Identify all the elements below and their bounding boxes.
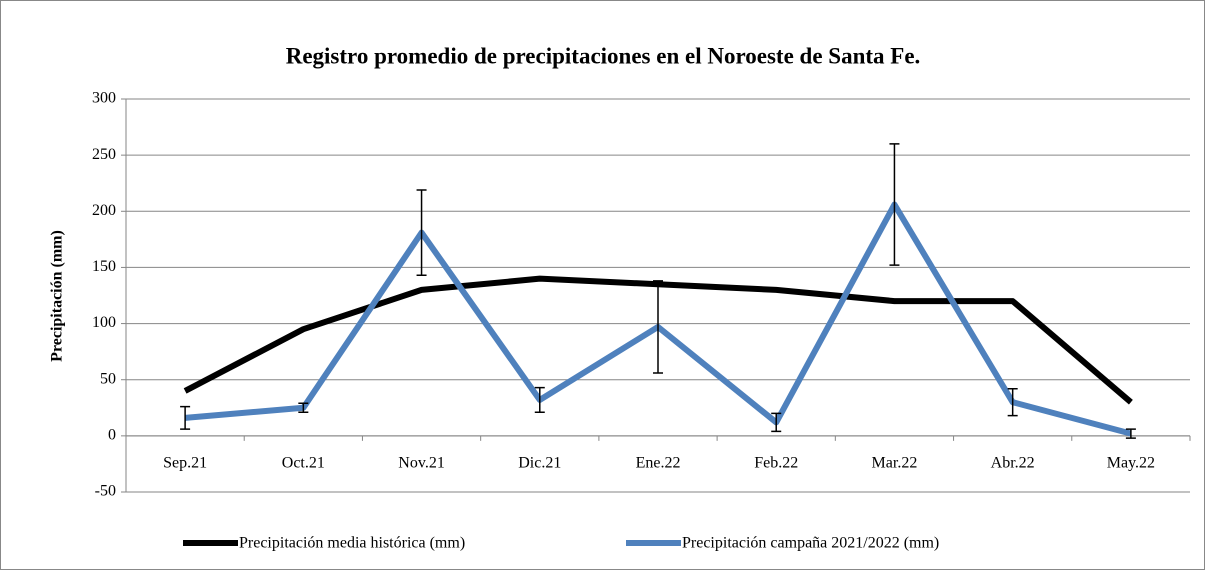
- error-bar: [771, 412, 782, 433]
- error-bar: [416, 189, 427, 277]
- x-tick-label: Nov.21: [398, 455, 445, 472]
- error-bar: [1125, 428, 1136, 439]
- y-tick-label: 300: [92, 90, 116, 107]
- chart-title: Registro promedio de precipitaciones en …: [286, 43, 921, 68]
- error-bar: [298, 402, 309, 414]
- y-axis-label: Precipitación (mm): [49, 230, 66, 362]
- x-tick-label: Abr.22: [991, 455, 1035, 472]
- legend-label: Precipitación media histórica (mm): [239, 535, 465, 552]
- x-tick-label: Dic.21: [518, 455, 561, 472]
- error-bar: [889, 143, 900, 266]
- x-tick-label: Sep.21: [163, 455, 207, 472]
- x-tick-label: Feb.22: [754, 455, 798, 472]
- error-bar: [1007, 387, 1018, 417]
- y-tick-label: 50: [100, 370, 116, 387]
- y-tick-label: 0: [108, 427, 116, 444]
- y-tick-label: -50: [95, 483, 116, 500]
- error-bar: [534, 386, 545, 414]
- y-tick-label: 200: [92, 202, 116, 219]
- x-tick-label: Ene.22: [636, 455, 681, 472]
- y-tick-label: 250: [92, 146, 116, 163]
- x-tick-label: Oct.21: [282, 455, 325, 472]
- error-bar: [180, 405, 191, 430]
- error-bar: [653, 280, 663, 374]
- x-tick-label: Mar.22: [872, 455, 918, 472]
- y-tick-label: 150: [92, 258, 116, 275]
- x-tick-label: May.22: [1107, 455, 1155, 472]
- y-tick-label: 100: [92, 314, 116, 331]
- legend-label: Precipitación campaña 2021/2022 (mm): [682, 535, 939, 552]
